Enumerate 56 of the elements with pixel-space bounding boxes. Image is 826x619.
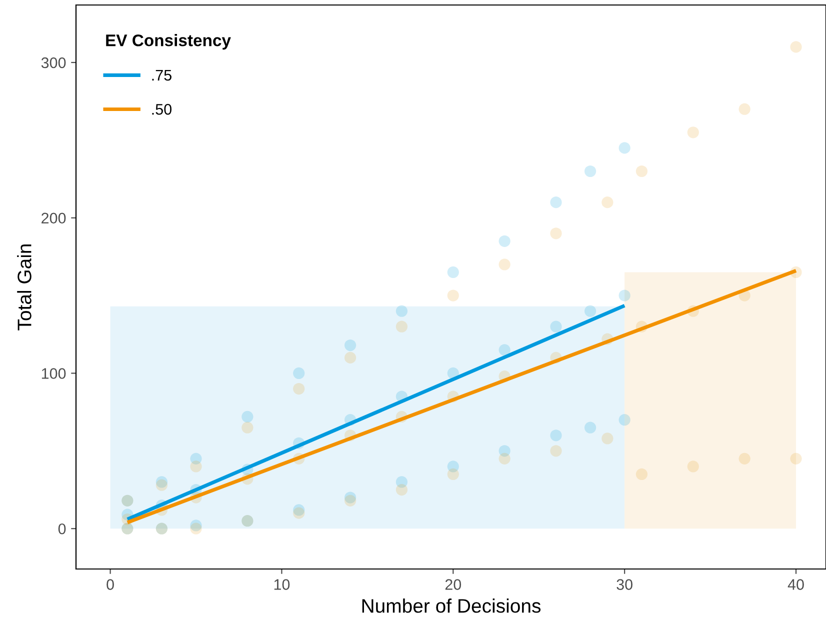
- point: [602, 432, 614, 444]
- y-tick-label: 300: [41, 57, 66, 68]
- point: [190, 460, 202, 472]
- point: [447, 266, 459, 278]
- point: [687, 460, 699, 472]
- x-tick-label: 10: [274, 579, 290, 590]
- point: [602, 196, 614, 208]
- point: [498, 258, 510, 270]
- point: [190, 522, 202, 534]
- point: [584, 422, 596, 434]
- point: [618, 414, 630, 426]
- point: [618, 290, 630, 302]
- point: [344, 494, 356, 506]
- point: [242, 410, 254, 423]
- point: [344, 339, 356, 352]
- point: [396, 305, 408, 317]
- point: [498, 452, 510, 464]
- x-tick-label: 0: [106, 579, 114, 590]
- point: [242, 422, 254, 434]
- point: [498, 344, 510, 356]
- point: [447, 468, 459, 480]
- point: [636, 468, 648, 480]
- point: [550, 445, 562, 457]
- y-axis-title: Total Gain: [17, 244, 32, 330]
- legend-label: .75: [152, 70, 172, 81]
- point: [550, 228, 562, 240]
- point: [790, 41, 802, 53]
- point: [790, 452, 802, 464]
- point: [738, 452, 750, 464]
- x-tick-label: 20: [445, 579, 462, 590]
- point: [550, 196, 562, 208]
- point: [396, 320, 408, 332]
- point: [738, 103, 750, 115]
- point: [550, 430, 562, 442]
- legend-title: EV Consistency: [106, 34, 231, 50]
- y-tick-label: 0: [58, 523, 66, 534]
- point: [636, 165, 648, 178]
- point: [447, 290, 459, 302]
- point: [293, 367, 305, 380]
- point: [584, 305, 596, 317]
- x-tick-label: 40: [788, 579, 804, 590]
- point: [396, 484, 408, 496]
- point: [344, 352, 356, 364]
- legend-label: .50: [152, 104, 172, 115]
- point: [550, 320, 562, 332]
- point: [687, 126, 699, 138]
- point: [293, 382, 305, 395]
- y-tick-label: 100: [42, 368, 66, 379]
- point: [584, 165, 596, 178]
- point: [293, 507, 305, 519]
- point: [156, 479, 168, 491]
- x-axis-title: Number of Decisions: [362, 598, 541, 613]
- y-tick-label: 200: [42, 212, 66, 224]
- point: [498, 235, 510, 247]
- point: [618, 142, 630, 154]
- x-tick-label: 30: [616, 579, 632, 590]
